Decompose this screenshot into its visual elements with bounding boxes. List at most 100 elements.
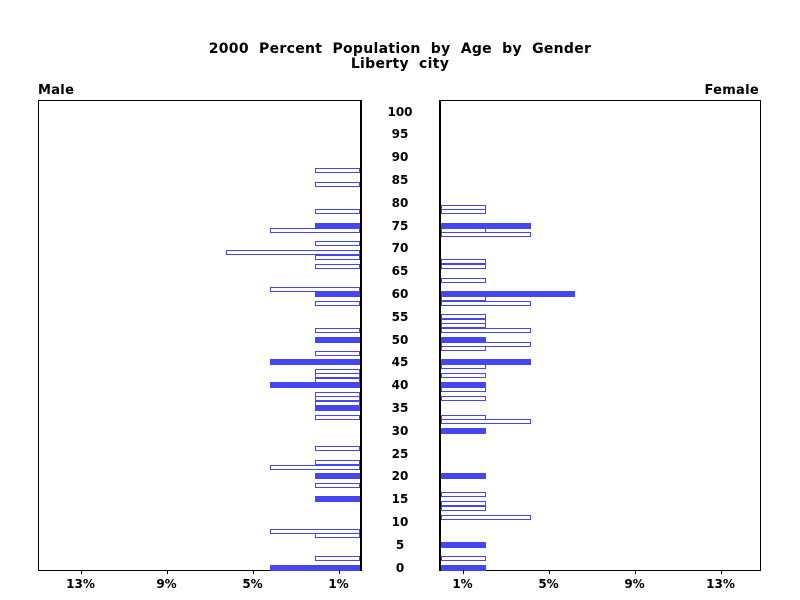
age-axis-label-10: 10 bbox=[391, 514, 409, 529]
bar-female-age-30 bbox=[441, 427, 486, 434]
bar-female-age-2 bbox=[441, 555, 486, 561]
bar-female-age-78 bbox=[441, 209, 486, 215]
age-axis-label-80: 80 bbox=[391, 195, 409, 210]
bar-male-age-78 bbox=[315, 209, 360, 215]
chart-title: 2000 Percent Population by Age by Gender bbox=[208, 41, 592, 57]
bar-male-age-43 bbox=[315, 368, 360, 374]
bar-male-age-84 bbox=[315, 181, 360, 187]
bar-female-age-60 bbox=[441, 290, 575, 297]
bar-female-age-39 bbox=[441, 387, 486, 393]
age-axis-label-95: 95 bbox=[391, 127, 409, 142]
bar-male-age-20 bbox=[315, 473, 360, 480]
bar-male-age-18 bbox=[315, 482, 360, 488]
bar-female-age-50 bbox=[441, 336, 486, 343]
male-xtick-label-1: 1% bbox=[328, 577, 349, 591]
female-xtick-label-9: 9% bbox=[624, 577, 645, 591]
bar-male-age-42 bbox=[315, 373, 360, 379]
bar-female-age-16 bbox=[441, 492, 486, 498]
female-xtick-13 bbox=[720, 570, 722, 574]
bar-male-age-8 bbox=[270, 528, 360, 534]
bar-female-age-14 bbox=[441, 501, 486, 507]
bar-female-age-59 bbox=[441, 295, 486, 301]
bar-male-age-37 bbox=[315, 396, 360, 402]
bar-male-age-50 bbox=[315, 336, 360, 343]
bar-male-age-26 bbox=[315, 446, 360, 452]
age-axis-label-25: 25 bbox=[391, 446, 409, 461]
female-xtick-label-5: 5% bbox=[538, 577, 559, 591]
bar-female-age-13 bbox=[441, 505, 486, 511]
bar-female-age-32 bbox=[441, 419, 531, 425]
age-axis-label-60: 60 bbox=[391, 286, 409, 301]
male-xtick-5 bbox=[252, 570, 254, 574]
bar-male-age-58 bbox=[315, 300, 360, 306]
bar-male-age-7 bbox=[315, 533, 360, 539]
bar-female-age-20 bbox=[441, 473, 486, 480]
male-xtick-label-13: 13% bbox=[66, 577, 95, 591]
bar-female-age-53 bbox=[441, 323, 486, 329]
bar-female-age-54 bbox=[441, 318, 486, 324]
bar-male-age-45 bbox=[270, 359, 360, 366]
age-axis-label-0: 0 bbox=[395, 560, 405, 575]
bar-male-age-60 bbox=[315, 290, 360, 297]
bar-female-age-58 bbox=[441, 300, 531, 306]
age-axis-label-90: 90 bbox=[391, 150, 409, 165]
male-xtick-label-9: 9% bbox=[156, 577, 177, 591]
bar-female-age-55 bbox=[441, 314, 486, 320]
female-xtick-label-1: 1% bbox=[452, 577, 473, 591]
bar-female-age-42 bbox=[441, 373, 486, 379]
bar-male-age-33 bbox=[315, 414, 360, 420]
bar-male-age-47 bbox=[315, 350, 360, 356]
female-plot-panel bbox=[439, 100, 761, 571]
bar-male-age-22 bbox=[270, 464, 360, 470]
bar-female-age-0 bbox=[441, 564, 486, 571]
bar-female-age-67 bbox=[441, 259, 486, 265]
age-axis-label-5: 5 bbox=[395, 537, 405, 552]
male-xtick-13 bbox=[80, 570, 82, 574]
age-axis-label-20: 20 bbox=[391, 469, 409, 484]
bar-male-age-2 bbox=[315, 555, 360, 561]
age-axis-label-100: 100 bbox=[387, 104, 413, 119]
bar-female-age-63 bbox=[441, 277, 486, 283]
bar-female-age-11 bbox=[441, 514, 531, 520]
age-axis-label-30: 30 bbox=[391, 423, 409, 438]
bar-male-age-68 bbox=[315, 254, 360, 260]
bar-female-age-74 bbox=[441, 227, 486, 233]
male-side-label: Male bbox=[38, 83, 75, 98]
bar-female-age-45 bbox=[441, 359, 531, 366]
bar-male-age-15 bbox=[315, 496, 360, 503]
male-plot-panel bbox=[38, 100, 362, 571]
bar-male-age-52 bbox=[315, 327, 360, 333]
bar-female-age-73 bbox=[441, 232, 531, 238]
age-axis-label-85: 85 bbox=[391, 172, 409, 187]
age-axis-label-45: 45 bbox=[391, 355, 409, 370]
bar-male-age-69 bbox=[226, 250, 360, 256]
male-xtick-1 bbox=[338, 570, 340, 574]
age-axis-label-15: 15 bbox=[391, 492, 409, 507]
female-xtick-9 bbox=[634, 570, 636, 574]
bar-male-age-71 bbox=[315, 241, 360, 247]
bar-female-age-40 bbox=[441, 382, 486, 389]
bar-female-age-79 bbox=[441, 204, 486, 210]
bar-female-age-66 bbox=[441, 264, 486, 270]
bar-male-age-75 bbox=[315, 222, 360, 229]
male-xtick-9 bbox=[166, 570, 168, 574]
chart-subtitle: Liberty city bbox=[350, 56, 450, 72]
bar-male-age-40 bbox=[270, 382, 360, 389]
bar-female-age-52 bbox=[441, 327, 531, 333]
bar-female-age-33 bbox=[441, 414, 486, 420]
female-xtick-label-13: 13% bbox=[706, 577, 735, 591]
age-axis-label-65: 65 bbox=[391, 264, 409, 279]
bar-male-age-66 bbox=[315, 264, 360, 270]
female-xtick-1 bbox=[462, 570, 464, 574]
bar-female-age-48 bbox=[441, 346, 486, 352]
age-axis-label-70: 70 bbox=[391, 241, 409, 256]
bar-female-age-75 bbox=[441, 222, 531, 229]
bar-male-age-87 bbox=[315, 168, 360, 174]
bar-female-age-44 bbox=[441, 364, 486, 370]
age-axis-label-40: 40 bbox=[391, 378, 409, 393]
bar-male-age-0 bbox=[270, 564, 360, 571]
female-xtick-5 bbox=[548, 570, 550, 574]
male-xtick-label-5: 5% bbox=[242, 577, 263, 591]
bar-male-age-23 bbox=[315, 460, 360, 466]
